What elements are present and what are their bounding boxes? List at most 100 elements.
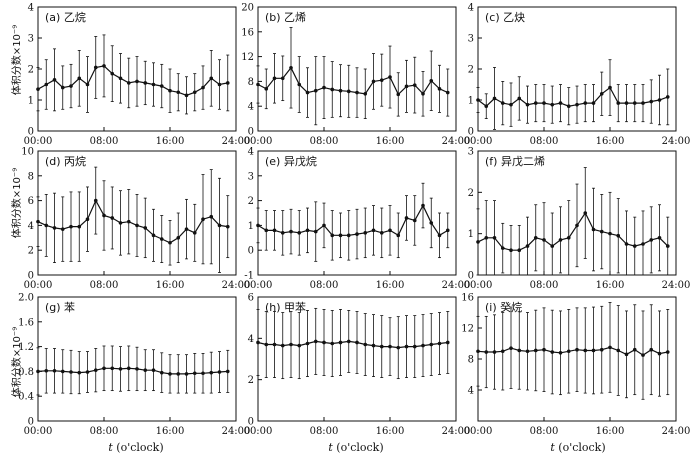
data-point <box>421 203 425 208</box>
data-point <box>102 366 106 371</box>
data-point <box>118 76 123 81</box>
x-tick-label: 16:00 <box>596 136 625 147</box>
panel-6: 0 0.4 0.8 1.2 1.6 2.0 00:00 08:00 16:00 24:00 (g) … <box>18 293 250 438</box>
data-point <box>437 87 442 91</box>
data-point <box>404 84 409 89</box>
data-point <box>201 371 205 376</box>
data-point <box>542 238 546 242</box>
x-tick-label: 16:00 <box>156 280 185 291</box>
data-point <box>421 92 425 96</box>
series-line <box>37 65 228 96</box>
data-point <box>591 101 596 105</box>
panel-8: 4 8 12 16 00:00 08:00 16:00 24:00 (i) 癸烷 <box>461 293 690 438</box>
data-point <box>338 340 343 345</box>
data-point <box>533 348 538 353</box>
data-point <box>93 198 98 203</box>
data-point <box>484 104 489 108</box>
x-tick-label: 00:00 <box>244 426 273 437</box>
data-point <box>322 340 326 345</box>
data-point <box>151 368 156 372</box>
data-point <box>632 101 637 105</box>
data-point <box>371 343 376 348</box>
data-point <box>429 342 434 347</box>
data-point <box>500 246 505 250</box>
panel-2: 0 1 2 3 4 00:00 08:00 16:00 24:00 (c) 乙炔 <box>464 3 691 148</box>
series-line <box>477 346 668 356</box>
data-point <box>151 82 156 87</box>
y-tick-label: 12 <box>461 324 474 335</box>
y-tick-label: 1.2 <box>18 342 34 353</box>
panel-title: (b) 乙烯 <box>265 11 306 24</box>
data-point <box>209 76 214 81</box>
panel-title: (e) 异戊烷 <box>265 154 317 168</box>
data-point <box>297 343 302 348</box>
data-point <box>641 101 645 105</box>
data-point <box>396 92 401 97</box>
data-point <box>379 231 384 235</box>
x-tick-label: 00:00 <box>24 136 53 147</box>
data-point <box>168 372 172 376</box>
data-point <box>533 236 538 240</box>
y-tick-label: 2 <box>468 65 474 76</box>
data-point <box>118 221 123 225</box>
y-tick-label: 8 <box>468 355 474 366</box>
y-tick-label: 4 <box>28 221 34 232</box>
data-point <box>168 240 172 245</box>
data-point <box>313 339 318 344</box>
x-axis-label-rest: (o'clock) <box>333 441 384 454</box>
series-line <box>257 66 449 96</box>
data-point <box>209 214 214 219</box>
data-point <box>632 347 637 352</box>
panel-title: (d) 丙烷 <box>45 154 86 168</box>
data-point <box>476 349 480 354</box>
data-point <box>484 350 489 354</box>
data-point <box>192 90 197 95</box>
data-point <box>126 81 131 85</box>
x-tick-label: 00:00 <box>464 426 493 437</box>
data-point <box>492 350 497 354</box>
data-point <box>649 347 654 352</box>
x-tick-label: 24:00 <box>662 136 691 147</box>
data-point <box>272 76 277 81</box>
x-tick-label: 24:00 <box>222 426 251 437</box>
data-point <box>445 340 450 345</box>
x-tick-label: 24:00 <box>442 280 471 291</box>
y-tick-label: 0 <box>248 417 254 428</box>
x-axis-label-col3: t (o'clock) <box>550 441 605 454</box>
x-tick-label: 16:00 <box>376 426 405 437</box>
x-axis-label-col1: t (o'clock) <box>108 441 163 454</box>
data-point <box>396 233 401 238</box>
data-point <box>583 348 588 353</box>
y-axis-label-row3: 体积分数×10⁻⁹ <box>10 327 23 397</box>
data-point <box>388 75 392 79</box>
panel-3: 0 2 4 6 8 10 00:00 08:00 16:00 24:00 (d) 丙烷 <box>21 147 250 292</box>
panel-title: (g) 苯 <box>45 300 75 314</box>
y-tick-label: 3 <box>28 34 34 45</box>
data-point <box>289 65 293 70</box>
data-point <box>135 223 139 228</box>
y-tick-label: 0 <box>248 127 254 138</box>
series-line <box>257 204 449 237</box>
data-point <box>225 81 230 85</box>
x-tick-label: 08:00 <box>90 426 119 437</box>
data-point <box>412 218 417 223</box>
data-point <box>476 240 480 244</box>
data-point <box>225 369 230 374</box>
x-tick-label: 00:00 <box>24 426 53 437</box>
data-point <box>322 85 326 90</box>
data-point <box>379 78 384 82</box>
data-point <box>517 248 522 252</box>
x-tick-label: 16:00 <box>156 136 185 147</box>
data-point <box>313 88 318 93</box>
data-point <box>558 238 563 242</box>
y-tick-label: 0 <box>248 246 254 257</box>
data-point <box>608 231 612 236</box>
x-tick-label: 08:00 <box>310 136 339 147</box>
x-tick-label: 16:00 <box>156 426 185 437</box>
panel-title: (h) 甲苯 <box>265 300 306 314</box>
data-point <box>52 78 57 82</box>
data-point <box>657 98 662 102</box>
data-point <box>492 96 497 101</box>
